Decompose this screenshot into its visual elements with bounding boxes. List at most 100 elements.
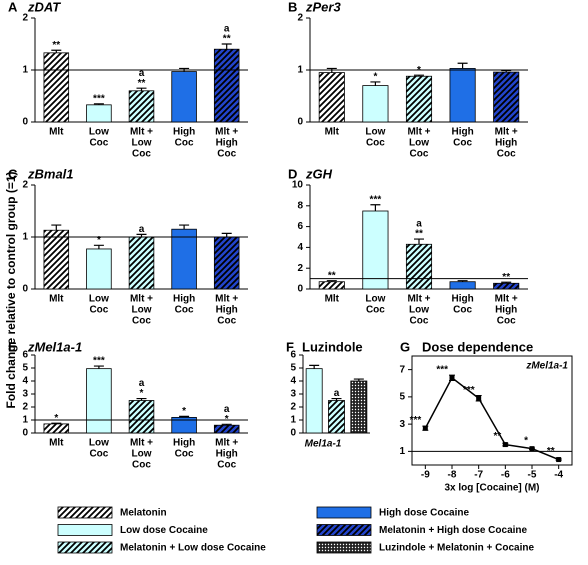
significance-label: *** — [93, 356, 105, 367]
error-bar — [326, 280, 337, 282]
bar — [86, 248, 112, 290]
x-tick-label: Low — [409, 305, 429, 316]
bar — [328, 400, 345, 434]
significance-label: ** — [52, 40, 60, 51]
point — [476, 395, 482, 401]
error-bar — [221, 43, 232, 50]
y-tick-label: 2 — [297, 263, 303, 274]
y-tick-label: 1 — [22, 415, 28, 426]
error-bar — [370, 204, 381, 211]
bar — [128, 400, 155, 434]
y-tick-label: 2 — [297, 13, 303, 24]
shared-y-label: Fold change relative to control group (=… — [4, 171, 18, 408]
significance-label: * — [182, 406, 186, 417]
point — [502, 442, 508, 448]
legend-swatch — [57, 541, 113, 554]
error-bar — [501, 69, 512, 73]
x-tick-label: -8 — [448, 470, 457, 481]
y-tick-label: 1 — [290, 415, 296, 426]
x-tick-label: High — [216, 138, 238, 149]
plot-frame — [411, 355, 573, 466]
legend-label: Melatonin + High dose Cocaine — [379, 525, 528, 536]
x-tick-label: Low — [89, 438, 109, 449]
x-tick-label: Low — [132, 138, 152, 149]
legend-label: High dose Cocaine — [379, 508, 469, 519]
legend-swatch — [57, 506, 113, 519]
x-tick-label: -9 — [421, 470, 430, 481]
x-tick-label: Low — [132, 449, 152, 460]
significance-label: a — [334, 388, 340, 399]
bar — [318, 72, 345, 123]
x-tick-label: Coc — [132, 460, 151, 471]
y-tick-label: 5 — [290, 363, 296, 374]
x-tick-label: -5 — [528, 470, 537, 481]
significance-label: a — [139, 378, 145, 389]
x-tick-label: Low — [89, 294, 109, 305]
panel-title: zGH — [305, 166, 333, 181]
significance-label: * — [373, 72, 377, 83]
significance-label: a — [139, 224, 145, 235]
panel-letter: G — [400, 339, 410, 354]
x-tick-label: High — [173, 294, 195, 305]
x-tick-label: Mlt + — [215, 438, 238, 449]
y-tick-label: 6 — [22, 350, 28, 361]
x-tick-label: Coc — [175, 305, 194, 316]
x-tick-label: -6 — [501, 470, 510, 481]
x-label: Mel1a-1 — [305, 439, 342, 450]
x-tick-label: Low — [365, 294, 385, 305]
y-tick-label: 0 — [290, 428, 296, 439]
significance-label: ** — [502, 272, 510, 283]
error-bar — [353, 378, 364, 381]
x-tick-label: Coc — [410, 149, 429, 160]
x-tick-label: Coc — [217, 316, 236, 327]
bar — [213, 424, 240, 434]
panel-letter: B — [288, 0, 297, 14]
error-bar — [501, 281, 512, 284]
bar — [362, 210, 389, 290]
legend-label: Melatonin + Low dose Cocaine — [120, 543, 266, 554]
bar — [213, 48, 240, 123]
error-bar — [414, 238, 424, 245]
x-tick-label: Mlt — [325, 127, 340, 138]
x-tick-label: Coc — [89, 305, 108, 316]
error-bar — [179, 224, 190, 230]
x-tick-label: Low — [132, 305, 152, 316]
x-tick-label: Coc — [132, 316, 151, 327]
x-tick-label: Low — [409, 138, 429, 149]
x-tick-label: High — [451, 127, 473, 138]
y-tick-label: 1 — [22, 65, 28, 76]
legend-swatch — [316, 541, 372, 554]
error-bar — [326, 67, 337, 73]
y-tick-label: 0 — [22, 284, 28, 295]
y-tick-label: 6 — [297, 221, 303, 232]
bar — [43, 423, 70, 434]
legend-swatch — [57, 524, 113, 536]
significance-label: ** — [223, 34, 231, 45]
x-tick-label: Coc — [366, 305, 385, 316]
x-tick-label: Mlt + — [215, 294, 238, 305]
panel-title: zDAT — [27, 0, 61, 14]
error-bar — [136, 397, 147, 401]
x-tick-label: Mlt + — [407, 127, 430, 138]
x-tick-label: Mlt + — [130, 294, 153, 305]
error-bar — [51, 49, 62, 53]
significance-label: ** — [138, 78, 146, 89]
bar — [362, 85, 389, 123]
x-tick-label: Coc — [410, 316, 429, 327]
x-tick-label: Mlt — [325, 294, 340, 305]
panel-title: Dose dependence — [422, 339, 533, 354]
significance-label: * — [97, 235, 101, 246]
x-tick-label: Low — [365, 127, 385, 138]
x-tick-label: Coc — [217, 149, 236, 160]
panel-letter: A — [8, 0, 18, 14]
y-tick-label: 1 — [22, 232, 28, 243]
significance-label: * — [54, 413, 58, 424]
error-bar — [457, 62, 468, 69]
significance-label: a — [416, 219, 422, 230]
bar — [405, 75, 433, 123]
bar — [171, 71, 197, 123]
bar — [128, 236, 155, 290]
y-tick-label: 1 — [297, 65, 303, 76]
x-tick-label: Coc — [217, 460, 236, 471]
y-tick-label: 4 — [22, 376, 28, 387]
